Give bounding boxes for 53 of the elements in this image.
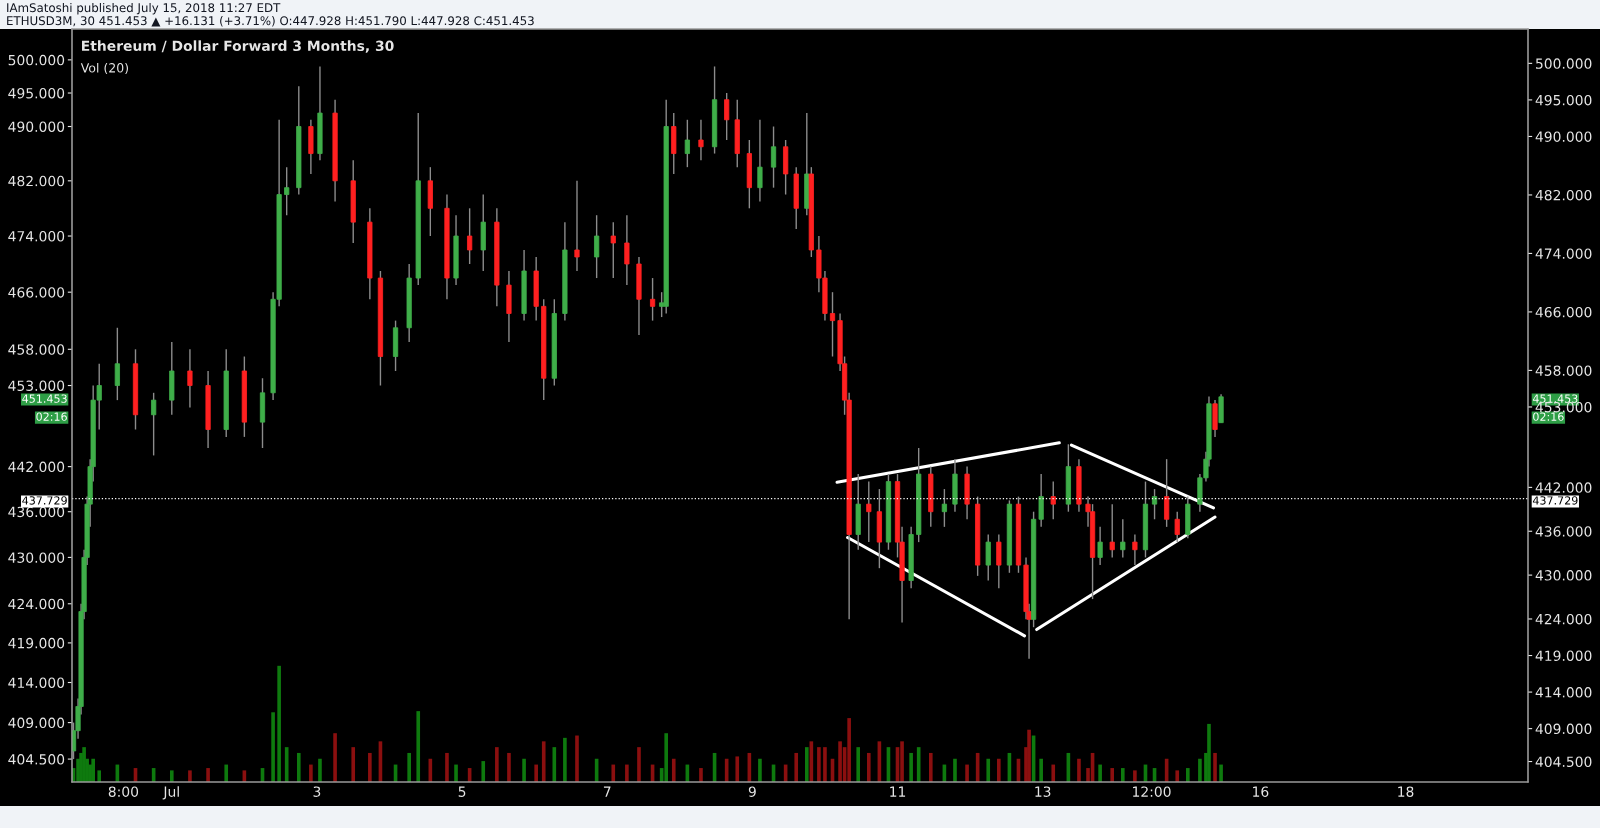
y-tick-label: 409.000 bbox=[8, 717, 65, 729]
y2-tick-label: 474.000 bbox=[1535, 248, 1592, 259]
y2-tick-label: 453.000 bbox=[1535, 401, 1592, 413]
y2-tick-label: 458.000 bbox=[1535, 365, 1592, 376]
y-tick-label: 442.000 bbox=[8, 461, 65, 473]
text: Ethereum / Dollar Forward 3 Months, 30 bbox=[82, 40, 394, 53]
y-tick-label: 466.000 bbox=[8, 287, 65, 298]
y-tick-label: 414.000 bbox=[8, 677, 65, 688]
y-tick-label: 458.000 bbox=[8, 344, 65, 355]
y2-tick-label: 419.000 bbox=[1535, 650, 1592, 661]
x-tick-label: 5 bbox=[458, 786, 466, 797]
x-tick-label: 8:00 bbox=[108, 786, 139, 797]
y-tick-label: 419.000 bbox=[8, 637, 65, 649]
text: 451.453 bbox=[22, 394, 67, 403]
x-tick-label: 18 bbox=[1398, 786, 1414, 797]
y-tick-label: 482.000 bbox=[8, 175, 65, 187]
y-tick-label: 436.000 bbox=[8, 506, 65, 518]
ref-line-label: 437.729 bbox=[1532, 496, 1578, 505]
text: Vol (20) bbox=[80, 62, 128, 75]
text: ETHUSD3M, 30 451.453 ▲ +16.131 (+3.71%) O:447.928 H:451.790 L:447.928 C:451.453 bbox=[7, 16, 534, 27]
x-tick-label: 16 bbox=[1253, 786, 1269, 797]
text: 437.729 bbox=[22, 496, 67, 505]
y2-tick-label: 495.000 bbox=[1535, 94, 1592, 106]
text: 451.453 bbox=[1532, 394, 1578, 403]
text: IAmSatoshi published July 15, 2018 11:27 EDT bbox=[7, 3, 281, 15]
y-tick-label: 500.000 bbox=[8, 54, 65, 66]
y2-tick-label: 482.000 bbox=[1535, 189, 1592, 201]
y-tick-label: 495.000 bbox=[8, 87, 65, 99]
y-tick-label: 424.000 bbox=[8, 598, 65, 610]
x-tick-label: 9 bbox=[748, 786, 756, 797]
y2-tick-label: 466.000 bbox=[1535, 306, 1592, 318]
y2-tick-label: 404.500 bbox=[1535, 756, 1592, 767]
x-tick-label: 3 bbox=[313, 786, 321, 797]
y2-tick-label: 424.000 bbox=[1535, 613, 1592, 625]
y2-tick-label: 442.000 bbox=[1535, 482, 1592, 493]
y2-tick-label: 430.000 bbox=[1535, 570, 1592, 581]
y2-tick-label: 490.000 bbox=[1535, 131, 1592, 142]
y2-tick-label: 500.000 bbox=[1536, 58, 1592, 69]
x-tick-label: Jul bbox=[162, 786, 179, 800]
y2-tick-label: 436.000 bbox=[1535, 526, 1592, 537]
y-tick-label: 474.000 bbox=[8, 231, 65, 242]
y-tick-label: 430.000 bbox=[8, 552, 65, 563]
y-tick-label: 404.500 bbox=[8, 754, 65, 765]
x-tick-label: 13 bbox=[1035, 786, 1051, 797]
x-tick-label: 12:00 bbox=[1133, 786, 1171, 797]
x-tick-label: 7 bbox=[603, 786, 611, 797]
text: 02:16 bbox=[1533, 412, 1564, 421]
text: 02:16 bbox=[36, 412, 67, 421]
y-tick-label: 490.000 bbox=[8, 121, 65, 132]
y-tick-label: 453.000 bbox=[8, 380, 65, 391]
y2-tick-label: 414.000 bbox=[1535, 687, 1592, 698]
x-tick-label: 11 bbox=[890, 786, 906, 797]
y2-tick-label: 409.000 bbox=[1535, 723, 1592, 735]
